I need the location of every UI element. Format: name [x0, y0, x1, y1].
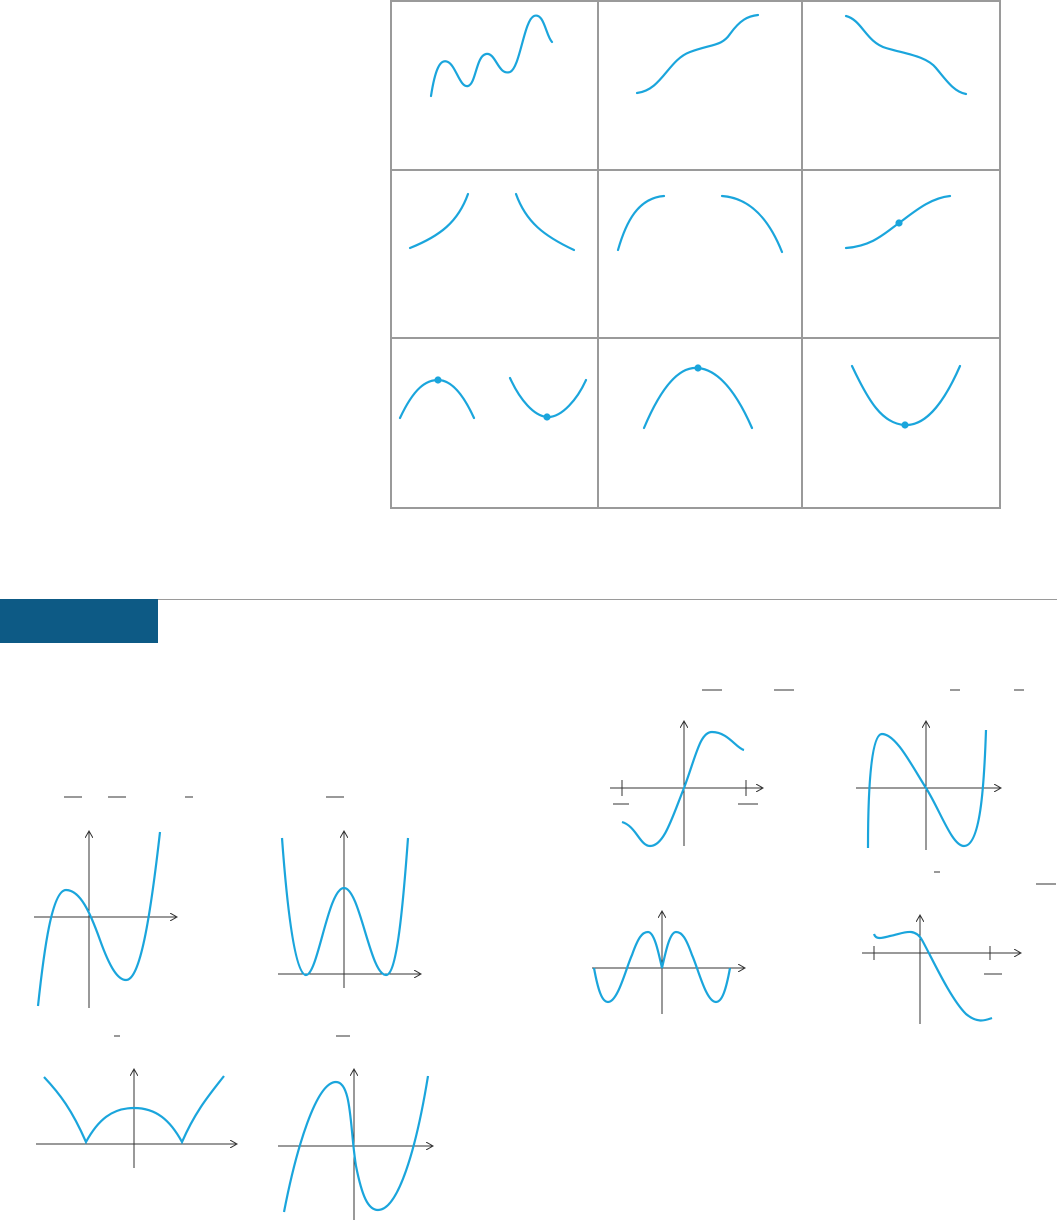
cell-1-1-wavy-curve [429, 14, 554, 98]
example-graph-6 [856, 689, 1024, 850]
section-banner [0, 599, 158, 643]
cell-3-1-local-min-point [543, 413, 551, 421]
cell-3-1-local-min-curve [508, 376, 588, 419]
cell-3-2-global-max-curve [642, 366, 754, 430]
section-divider [158, 599, 1057, 600]
cell-2-1-concave-up-increasing [408, 192, 470, 250]
example-graph-2 [278, 796, 420, 988]
example-graph-8 [862, 871, 1056, 1024]
cell-2-2-concave-down-increasing [616, 194, 666, 252]
cell-3-1-local-max-point [434, 376, 442, 384]
example-graph-1 [34, 796, 193, 1008]
cell-1-3-decreasing-curve [844, 14, 968, 96]
cell-3-3-min-point [901, 421, 909, 429]
example-graph-3 [36, 1035, 236, 1168]
example-graph-4 [278, 1035, 432, 1220]
cell-3-2-max-point [694, 364, 702, 372]
cell-3-3-global-min-curve [850, 364, 962, 427]
example-graph-7 [592, 912, 744, 1014]
example-graph-5 [610, 689, 794, 848]
concavity-table [390, 0, 1001, 509]
cell-2-3-inflection-point [895, 219, 903, 227]
cell-3-1-local-max-curve [398, 378, 476, 420]
cell-2-2-concave-down-decreasing [720, 194, 784, 254]
cell-1-2-increasing-curve [635, 13, 760, 95]
cell-2-1-concave-up-decreasing [514, 192, 576, 252]
